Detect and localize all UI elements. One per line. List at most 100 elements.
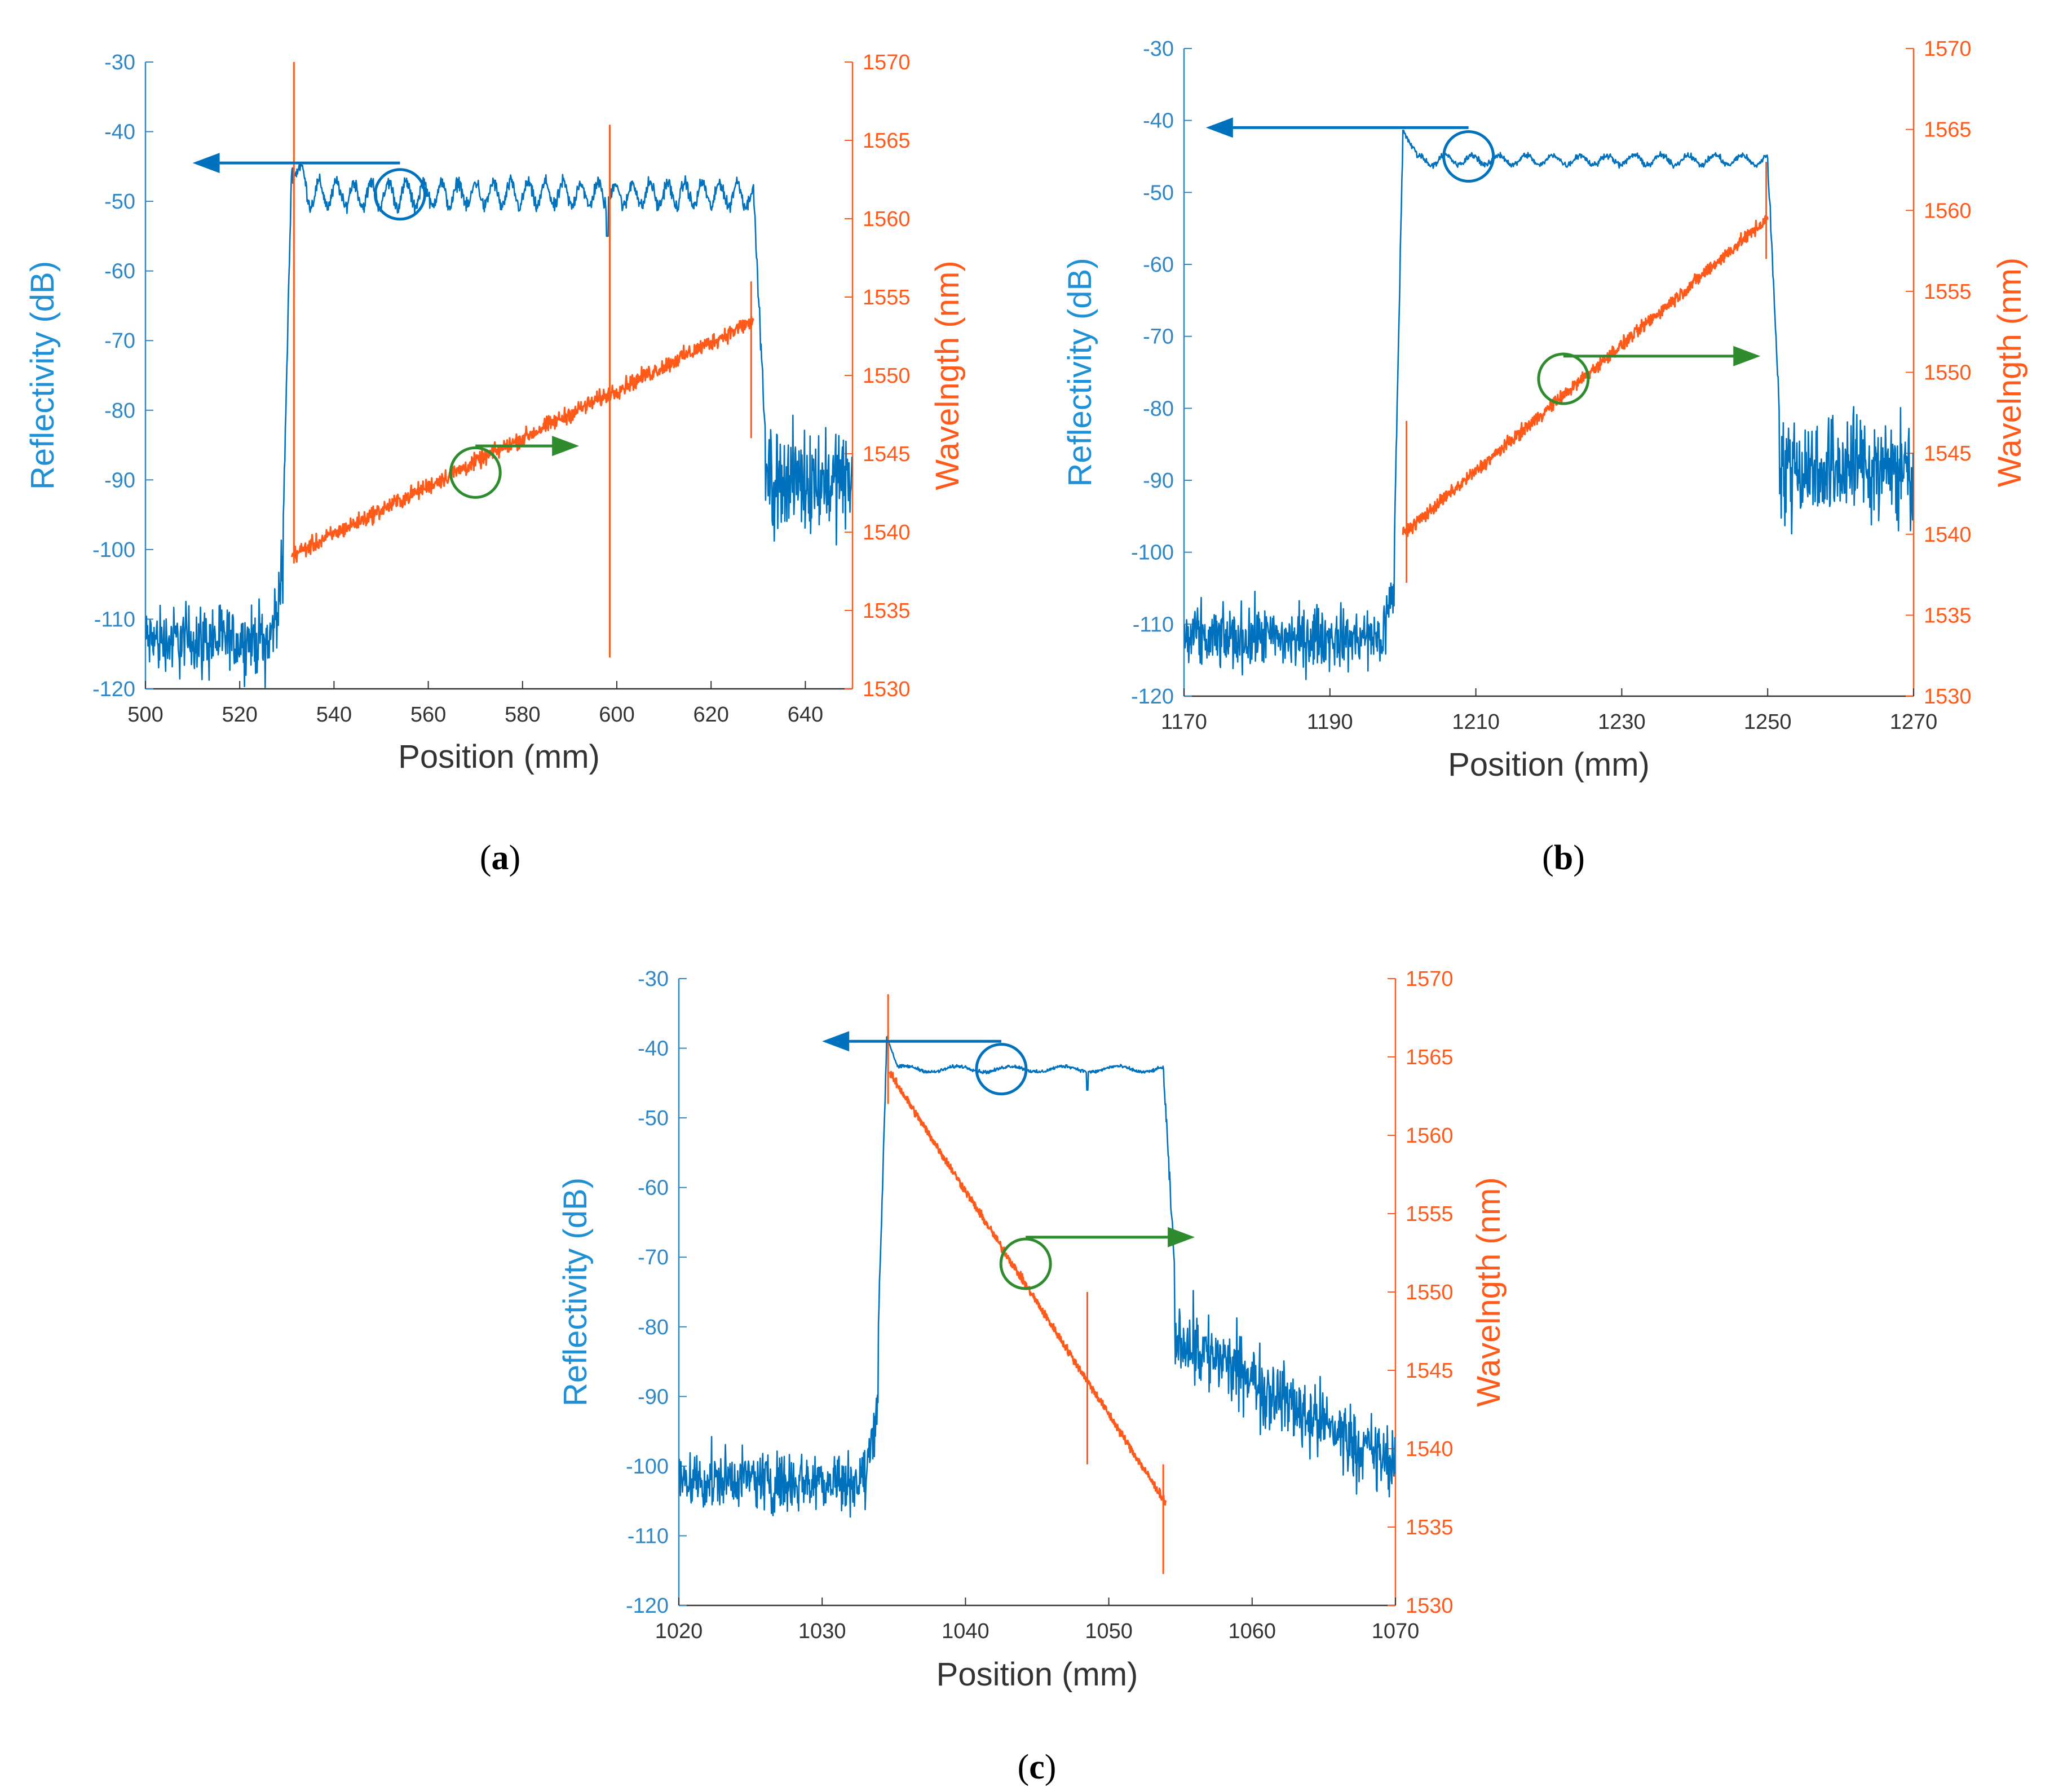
x-tick-label: 560 — [410, 703, 446, 727]
y-tick-label-right: 1540 — [1924, 523, 1972, 547]
y-tick-label-left: -60 — [104, 260, 135, 284]
wavelength-indicator-circle — [999, 1237, 1052, 1290]
y-tick-label-right: 1570 — [1924, 37, 1972, 61]
plot-area — [679, 994, 1395, 1574]
x-tick-label: 1270 — [1890, 710, 1938, 734]
reflectivity-indicator-circle — [975, 1043, 1028, 1096]
chart-panel-c: -30 -40 -50 -60 -70 -80 -90 -100 -110 -120 1570 156… — [557, 967, 1507, 1786]
reflectivity-indicator-circle — [373, 168, 426, 221]
y-tick-label-left: -60 — [1143, 253, 1174, 277]
caption-close: ) — [1573, 839, 1585, 877]
y-tick-label-left: -50 — [638, 1107, 669, 1130]
x-axis-title: Position (mm) — [936, 1656, 1138, 1693]
y-tick-label-left: -80 — [638, 1316, 669, 1339]
reflectivity-series — [145, 163, 852, 688]
y-tick-label-right: 1535 — [1406, 1516, 1454, 1539]
x-tick-label: 540 — [316, 703, 352, 727]
wavelength-series — [290, 316, 754, 563]
x-tick-label: 620 — [693, 703, 728, 727]
y-tick-label-right: 1545 — [1406, 1359, 1454, 1383]
reflectivity-series — [679, 1036, 1395, 1518]
y-tick-label-right: 1550 — [1406, 1281, 1454, 1304]
x-tick-label: 580 — [505, 703, 540, 727]
y-tick-label-right: 1560 — [1924, 199, 1972, 223]
y-tick-label-left: -30 — [104, 51, 135, 74]
y-tick-label-right: 1555 — [863, 286, 911, 309]
y-tick-label-right: 1565 — [863, 129, 911, 153]
y-tick-label-left: -30 — [638, 967, 669, 991]
left-axis-arrow-icon — [192, 153, 220, 174]
x-tick-label: 1040 — [942, 1620, 989, 1643]
x-tick-label: 1050 — [1085, 1620, 1133, 1643]
y-tick-label-left: -110 — [1133, 613, 1174, 636]
right-axis-arrow-icon — [1733, 346, 1761, 366]
y-tick-label-right: 1540 — [863, 521, 911, 545]
y-tick-label-left: -40 — [104, 121, 135, 144]
y-tick-label-left: -50 — [104, 190, 135, 214]
y-tick-label-left: -110 — [628, 1524, 669, 1548]
y-tick-label-left: -80 — [104, 399, 135, 423]
right-axis-arrow-icon — [1168, 1227, 1195, 1247]
y-tick-label-right: 1540 — [1406, 1437, 1454, 1461]
panel-caption: (c) — [1018, 1748, 1057, 1786]
x-tick-label: 1250 — [1744, 710, 1792, 734]
y-axis-title-left: Reflectivity (dB) — [557, 1178, 594, 1406]
y-tick-label-right: 1530 — [863, 678, 911, 701]
y-tick-label-left: -100 — [1131, 541, 1174, 565]
x-tick-label: 1170 — [1161, 710, 1207, 734]
wavelength-series — [1402, 214, 1769, 537]
y-tick-label-right: 1565 — [1406, 1046, 1454, 1069]
reflectivity-indicator-circle — [1442, 130, 1495, 183]
wavelength-indicator-circle — [449, 446, 502, 499]
y-tick-label-left: -90 — [1143, 469, 1174, 493]
x-tick-label: 1070 — [1372, 1620, 1420, 1643]
y-axis-title-left: Reflectivity (dB) — [24, 261, 61, 490]
y-tick-label-left: -40 — [1143, 109, 1174, 133]
y-tick-label-left: -90 — [638, 1385, 669, 1409]
wavelength-indicator-circle — [1537, 352, 1590, 405]
caption-close: ) — [509, 839, 521, 877]
left-axis-arrow-icon — [822, 1031, 850, 1052]
y-tick-label-right: 1555 — [1406, 1202, 1454, 1226]
x-tick-label: 1060 — [1229, 1620, 1276, 1643]
caption-letter: c — [1029, 1748, 1045, 1786]
y-tick-label-right: 1570 — [863, 51, 911, 74]
caption-open: ( — [1018, 1748, 1030, 1786]
y-tick-label-left: -120 — [626, 1594, 669, 1618]
y-tick-label-left: -30 — [1143, 37, 1174, 61]
y-tick-label-left: -120 — [92, 678, 135, 701]
y-tick-label-left: -60 — [638, 1176, 669, 1200]
y-axis-title-right: Wavelngth (nm) — [1470, 1177, 1507, 1406]
y-tick-label-right: 1545 — [1924, 442, 1972, 466]
x-tick-label: 1230 — [1598, 710, 1646, 734]
y-tick-label-right: 1550 — [1924, 361, 1972, 385]
caption-close: ) — [1045, 1748, 1057, 1786]
reflectivity-series — [1184, 129, 1914, 680]
y-tick-label-left: -50 — [1143, 181, 1174, 205]
x-tick-label: 600 — [599, 703, 634, 727]
y-axis-title-right: Wavelngth (nm) — [1991, 258, 2028, 487]
chart-panel-a: -30 -40 -50 -60 -70 -80 -90 -100 -110 -120 1570 156… — [24, 51, 966, 877]
y-tick-label-left: -100 — [626, 1455, 669, 1479]
y-tick-label-left: -90 — [104, 468, 135, 492]
y-tick-label-right: 1560 — [1406, 1124, 1454, 1148]
y-tick-label-left: -40 — [638, 1037, 669, 1061]
y-tick-label-right: 1560 — [863, 207, 911, 231]
caption-open: ( — [1542, 839, 1554, 877]
y-tick-label-left: -70 — [104, 329, 135, 353]
y-tick-label-left: -100 — [92, 538, 135, 562]
x-tick-label: 640 — [788, 703, 823, 727]
y-tick-label-right: 1535 — [1924, 604, 1972, 627]
x-tick-label: 1210 — [1452, 710, 1500, 734]
x-tick-label: 500 — [127, 703, 163, 727]
y-tick-label-left: -110 — [94, 608, 135, 631]
y-tick-label-right: 1555 — [1924, 280, 1972, 304]
x-axis-title: Position (mm) — [1448, 746, 1650, 783]
x-tick-label: 1020 — [655, 1620, 703, 1643]
y-tick-label-left: -120 — [1131, 685, 1174, 709]
y-tick-label-right: 1530 — [1924, 685, 1972, 709]
right-axis-arrow-icon — [552, 436, 580, 457]
y-tick-label-right: 1550 — [863, 364, 911, 388]
y-tick-label-left: -70 — [1143, 325, 1174, 349]
x-axis-title: Position (mm) — [398, 738, 600, 775]
